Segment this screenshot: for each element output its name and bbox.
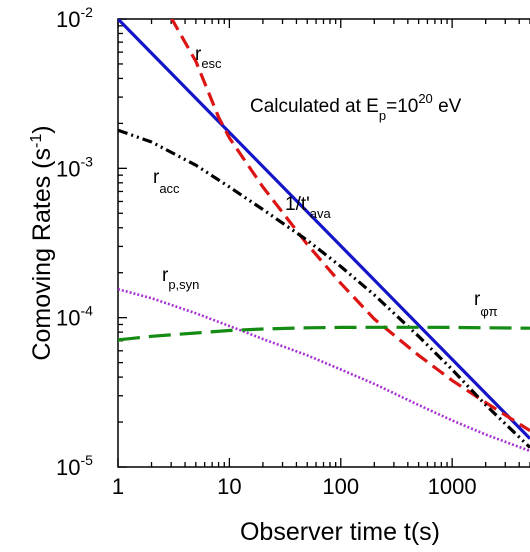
plot-border — [117, 18, 530, 468]
plot-frame — [117, 18, 530, 468]
series-line-ava — [118, 19, 530, 440]
x-tick-label: 1 — [112, 474, 124, 499]
energy-annotation-mid: =10 — [386, 96, 418, 117]
x-tick-label: 1000 — [428, 474, 477, 499]
energy-annotation-sup: 20 — [418, 91, 432, 106]
energy-annotation: Calculated at Ep=1020 eV — [250, 91, 462, 123]
label-esc-main: r — [195, 44, 202, 65]
label-ava-sub: ava — [310, 206, 332, 221]
label-syn: rp,syn — [162, 265, 199, 292]
y-axis-title: Comoving Rates (s-1) — [28, 125, 56, 360]
y-tick-base: 10 — [56, 306, 80, 331]
tick-marks — [117, 18, 530, 468]
series-line-acc — [118, 128, 530, 449]
y-tick-exp: -4 — [80, 303, 93, 319]
y-tick-exp: -2 — [80, 4, 93, 20]
y-tick-label: 10-4 — [56, 303, 93, 331]
energy-annotation-prefix: Calculated at E — [250, 96, 379, 117]
series-layer — [118, 19, 530, 453]
y-tick-label: 10-5 — [56, 452, 93, 480]
y-tick-label: 10-3 — [56, 153, 93, 181]
series-line-phipi — [118, 325, 530, 342]
label-ava-main: 1/t' — [285, 194, 310, 215]
label-phipi-main: r — [474, 289, 481, 310]
y-tick-exp: -5 — [80, 452, 93, 468]
y-axis-title-close: ) — [28, 125, 56, 133]
y-tick-label: 10-2 — [56, 4, 93, 32]
y-axis-title-exp: -1 — [28, 134, 45, 148]
x-tick-label: 10 — [217, 474, 241, 499]
label-acc-main: r — [153, 167, 160, 188]
y-axis-title-main: Comoving Rates (s — [28, 148, 56, 361]
y-tick-base: 10 — [56, 455, 80, 480]
x-axis-title: Observer time t(s) — [240, 518, 440, 546]
y-tick-base: 10 — [56, 156, 80, 181]
label-phipi-sub: φπ — [480, 304, 497, 319]
label-syn-sub: p,syn — [168, 277, 199, 292]
label-acc: racc — [153, 167, 180, 196]
label-esc: resc — [195, 44, 222, 71]
y-tick-exp: -3 — [80, 153, 93, 169]
y-tick-base: 10 — [56, 7, 80, 32]
series-line-syn — [118, 287, 530, 453]
label-ava: 1/t'ava — [285, 194, 331, 221]
label-esc-sub: esc — [201, 56, 222, 71]
x-tick-label: 100 — [322, 474, 359, 499]
label-phipi: rφπ — [474, 289, 498, 319]
energy-annotation-sub: p — [379, 108, 386, 123]
series-line-esc — [169, 19, 530, 433]
label-syn-main: r — [162, 265, 169, 286]
energy-annotation-suffix: eV — [433, 96, 462, 117]
label-acc-sub: acc — [159, 181, 180, 196]
